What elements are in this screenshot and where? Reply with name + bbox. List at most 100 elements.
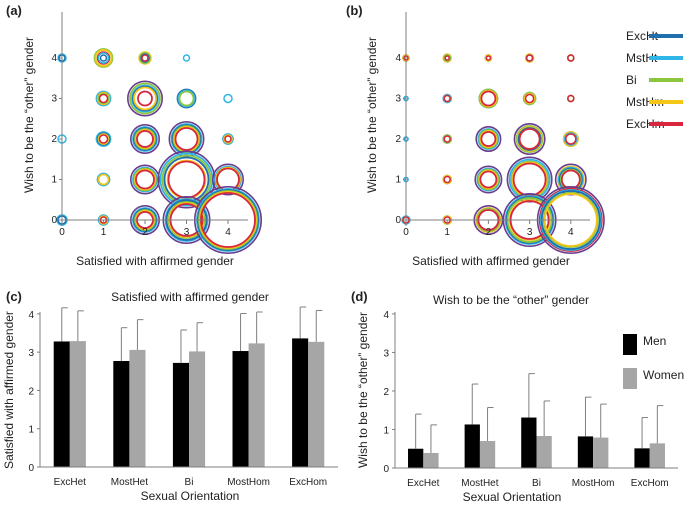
- bubble-ring-ExcHm: [224, 135, 232, 143]
- x-tick-label: 0: [403, 227, 409, 238]
- bar-s0-ExcHom: [634, 448, 650, 468]
- bubble-ring-MstHm: [562, 131, 579, 147]
- bar-s1-MostHet: [479, 441, 496, 468]
- bubble-ring-ExcHm: [98, 134, 109, 144]
- y-tick-label: 1: [51, 175, 57, 186]
- bubble-ring-ExcHt: [99, 54, 108, 62]
- bar-s0-MostHet: [113, 360, 130, 467]
- bubble-ring-ExcHm: [443, 175, 451, 184]
- bubble-outer-ring: [513, 123, 546, 156]
- bubble-a-x1-y2: [95, 131, 112, 147]
- bubble-a-x1-y1: [96, 172, 111, 187]
- bubble-ring-MstHm: [523, 92, 536, 105]
- bubble-a-x1-y4: [93, 48, 114, 68]
- y-tick-label: 3: [395, 94, 401, 105]
- bubble-ring-MstHm: [138, 51, 152, 65]
- legend-label-ExcHm: ExcHm: [626, 117, 665, 131]
- bubble-ring-ExcHm: [560, 169, 581, 190]
- legend-b: ExcHt MstHt Bi MstHm ExcHm: [626, 29, 683, 131]
- bubble-ring-Bi: [478, 129, 499, 149]
- bubble-ring-ExcHm: [480, 90, 497, 107]
- bubble-ring-MstHt: [132, 166, 158, 193]
- bubble-ring-MstHt: [222, 133, 234, 145]
- bar-chart-d: Wish to be the “other” gender 0 1 2 3 4 ExcH…: [356, 293, 684, 504]
- y-tick-label: 0: [395, 215, 401, 226]
- x-category-label: Bi: [532, 478, 541, 489]
- y-tick-label: 2: [51, 134, 57, 145]
- panel-b-label: (b): [346, 3, 363, 18]
- x-category-label: Bi: [185, 477, 194, 488]
- bar-s1-Bi: [536, 436, 552, 468]
- bubble-b-x3-y2: [513, 123, 546, 156]
- y-ticks-c: 0 1 2 3 4: [28, 310, 40, 474]
- bubble-group-a: [56, 48, 263, 255]
- bubble-ring-MstHt: [182, 54, 191, 62]
- x-axis-title-c: Sexual Orientation: [141, 489, 240, 503]
- bubble-ring-Bi: [139, 52, 151, 64]
- bubble-ring-Bi: [133, 167, 157, 192]
- bubble-b-x1-y3: [442, 93, 452, 104]
- bubble-ring-Bi: [93, 48, 114, 68]
- bubble-ring-MstHt: [564, 132, 578, 146]
- x-tick-label: 2: [486, 227, 492, 238]
- y-tick-label: 3: [28, 348, 34, 359]
- bubble-outer-ring: [130, 164, 161, 195]
- bubble-ring-Bi: [442, 134, 452, 144]
- bar-s1-MostHet: [129, 349, 146, 467]
- bubble-b-x2-y2: [475, 126, 502, 153]
- y-tick-label: 0: [28, 463, 34, 474]
- x-tick-label: 2: [142, 227, 148, 238]
- bubble-ring-ExcHt: [517, 127, 542, 151]
- bubble-ring-MstHm: [97, 133, 110, 145]
- bubble-b-x4-y4: [567, 54, 575, 62]
- bubble-outer-ring: [127, 80, 164, 117]
- bubble-ring-Bi: [134, 128, 156, 150]
- bubble-ring-ExcHm: [443, 94, 451, 103]
- x-categories-d: ExcHet MostHet Bi MostHom ExcHom: [407, 478, 668, 489]
- x-category-label: ExcHom: [289, 477, 327, 488]
- x-axis-title-b: Satisfied with affirmed gender: [412, 254, 570, 268]
- bubble-outer-ring: [475, 126, 502, 153]
- title-d: Wish to be the “other” gender: [433, 293, 589, 307]
- bubble-ring-MstHm: [223, 134, 233, 144]
- bubble-ring-MstHm: [97, 173, 110, 186]
- bar-s0-ExcHet: [53, 341, 70, 467]
- bar-s1-ExcHet: [69, 341, 86, 467]
- y-ticks-a: 0 1 2 3 4: [51, 53, 62, 226]
- bubble-ring-ExcHm: [135, 169, 155, 190]
- legend-label-MstHt: MstHt: [626, 51, 658, 65]
- x-tick-label: 3: [184, 227, 190, 238]
- bubble-ring-ExcHm: [141, 54, 149, 62]
- bubble-b-x3-y1: [506, 156, 553, 203]
- x-categories-c: ExcHet MostHet Bi MostHom ExcHom: [54, 477, 327, 488]
- bubble-outer-ring: [212, 163, 245, 196]
- legend-label-ExcHt: ExcHt: [626, 29, 659, 43]
- bars-c: [53, 306, 325, 467]
- y-tick-label: 1: [395, 175, 401, 186]
- x-category-label: MostHom: [227, 477, 270, 488]
- bar-s0-MostHet: [464, 424, 480, 468]
- bubble-a-x4-y2: [222, 133, 234, 145]
- bubble-ring-Bi: [522, 91, 537, 106]
- bubble-ring-MstHt: [177, 89, 196, 108]
- bubble-ring-ExcHm: [137, 90, 153, 107]
- bubble-ring-MstHt: [96, 172, 111, 187]
- x-category-label: ExcHet: [54, 477, 86, 488]
- bar-s1-Bi: [189, 351, 206, 467]
- legend-swatch-men: [623, 334, 637, 355]
- y-tick-label: 1: [383, 425, 389, 436]
- y-tick-label: 4: [51, 53, 57, 64]
- y-tick-label: 4: [383, 310, 389, 321]
- y-axis-title-c: Satisfied with affirmed gender: [2, 311, 16, 469]
- bar-chart-c: Satisfied with affirmed gender 0 1 2 3 4 Exc…: [2, 290, 338, 503]
- bubble-ring-MstHm: [135, 129, 155, 149]
- bar-s0-ExcHet: [408, 448, 424, 468]
- bubble-ring-MstHt: [132, 126, 158, 152]
- panel-c-label: (c): [6, 289, 22, 304]
- x-tick-label: 4: [568, 227, 574, 238]
- bubble-ring-ExcHm: [136, 130, 154, 148]
- bubble-ring-ExcHm: [524, 93, 535, 104]
- bubble-b-x3-y4: [524, 53, 535, 63]
- bars-d: [408, 373, 665, 468]
- y-tick-label: 4: [395, 53, 401, 64]
